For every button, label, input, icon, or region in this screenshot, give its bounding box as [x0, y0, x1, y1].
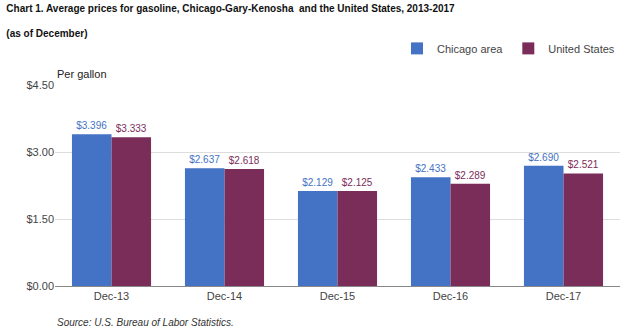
svg-text:(as of December): (as of December) [6, 28, 87, 39]
svg-text:$3.00: $3.00 [26, 146, 54, 158]
svg-text:$2.129: $2.129 [302, 177, 333, 188]
svg-text:$2.618: $2.618 [229, 155, 260, 166]
svg-text:Dec-17: Dec-17 [546, 290, 581, 302]
svg-text:$3.396: $3.396 [76, 120, 107, 131]
svg-text:Dec-16: Dec-16 [433, 290, 468, 302]
svg-text:United States: United States [548, 43, 615, 55]
svg-text:$3.333: $3.333 [116, 123, 147, 134]
svg-text:$1.50: $1.50 [26, 213, 54, 225]
svg-text:$4.50: $4.50 [26, 79, 54, 91]
svg-text:Source: U.S. Bureau of Labor S: Source: U.S. Bureau of Labor Statistics. [57, 317, 234, 328]
svg-text:Dec-13: Dec-13 [94, 290, 129, 302]
svg-text:Dec-14: Dec-14 [207, 290, 242, 302]
svg-text:$2.289: $2.289 [455, 170, 486, 181]
svg-text:$0.00: $0.00 [26, 280, 54, 292]
svg-text:$2.125: $2.125 [342, 177, 373, 188]
svg-text:$2.637: $2.637 [189, 154, 220, 165]
svg-text:Per gallon: Per gallon [57, 68, 107, 80]
svg-text:Dec-15: Dec-15 [320, 290, 355, 302]
svg-text:$2.521: $2.521 [568, 159, 599, 170]
svg-text:Chart 1. Average prices for ga: Chart 1. Average prices for gasoline, Ch… [6, 3, 455, 14]
svg-text:$2.433: $2.433 [415, 163, 446, 174]
svg-text:Chicago area: Chicago area [437, 43, 503, 55]
svg-text:$2.690: $2.690 [528, 152, 559, 163]
